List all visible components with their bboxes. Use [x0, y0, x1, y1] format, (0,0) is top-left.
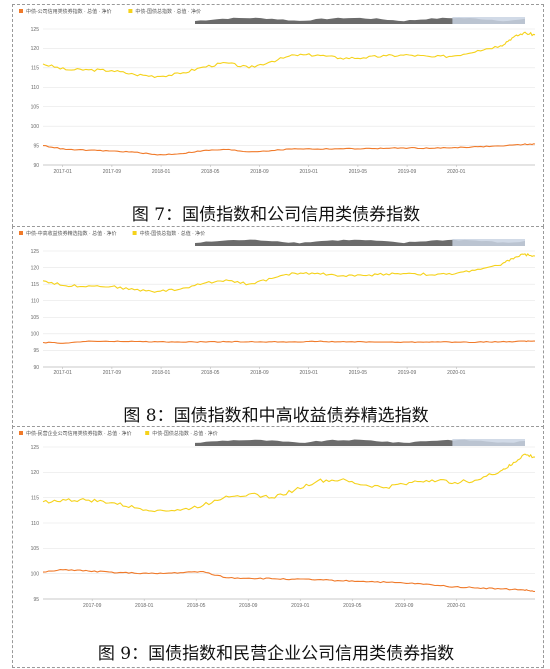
x-tick-label: 2020-01 [447, 169, 466, 175]
legend-swatch [128, 9, 133, 13]
legend-entry: 中债-国债总指数 · 总值 · 净价 [152, 430, 218, 437]
chart-1-svg: 中债-公司信用类债券指数 · 总值 · 净价 中债-国债总指数 · 总值 · 净价… [19, 8, 536, 175]
y-tick-label: 110 [31, 85, 39, 91]
y-tick-label: 90 [33, 365, 39, 371]
range-navigator[interactable] [195, 17, 525, 24]
y-tick-label: 105 [31, 546, 40, 552]
legend-swatch [145, 431, 150, 435]
y-tick-label: 105 [31, 105, 40, 111]
legend-swatch [19, 9, 23, 13]
x-tick-label: 2018-09 [239, 603, 258, 609]
series-line-yellow [42, 253, 536, 293]
x-tick-label: 2019-05 [349, 370, 368, 376]
y-tick-label: 100 [31, 332, 40, 338]
y-tick-label: 95 [33, 597, 39, 603]
y-tick-label: 115 [31, 66, 39, 72]
legend-entry: 中债-国债总指数 · 总值 · 净价 [135, 8, 201, 15]
legend: 中债-民营企业公司信用类债券指数 · 总值 · 净价 中债-国债总指数 · 总值 … [19, 430, 218, 437]
x-tick-label: 2019-09 [395, 603, 414, 609]
x-tick-label: 2018-01 [135, 603, 154, 609]
y-tick-label: 90 [33, 163, 39, 169]
x-tick-label: 2017-09 [103, 370, 122, 376]
range-navigator[interactable] [195, 239, 525, 246]
y-tick-label: 110 [31, 299, 39, 305]
x-tick-label: 2019-05 [343, 603, 362, 609]
x-tick-label: 2018-09 [250, 370, 269, 376]
x-tick-label: 2019-09 [398, 370, 417, 376]
chart-2-svg: 中债-中高收益债券精选指数 · 总值 · 净价 中债-国债总指数 · 总值 · 净… [19, 230, 536, 376]
y-tick-label: 120 [31, 46, 40, 52]
range-navigator[interactable] [195, 439, 525, 446]
chart-panel-2: 中债-中高收益债券精选指数 · 总值 · 净价 中债-国债总指数 · 总值 · 净… [12, 226, 544, 428]
x-tick-label: 2017-01 [54, 370, 73, 376]
navigator-window[interactable] [452, 17, 525, 24]
legend-entry: 中债-国债总指数 · 总值 · 净价 [140, 230, 206, 237]
navigator-window[interactable] [452, 439, 525, 446]
y-tick-label: 110 [31, 521, 39, 527]
x-tick-label: 2018-05 [201, 169, 220, 175]
x-tick-label: 2017-09 [103, 169, 122, 175]
legend-swatch [132, 231, 137, 235]
x-tick-label: 2019-09 [398, 169, 417, 175]
y-tick-label: 100 [31, 124, 40, 130]
x-tick-label: 2018-01 [152, 370, 171, 376]
x-axis: 2017-09 2018-01 2018-05 2018-09 2019-01 2019-… [83, 599, 466, 609]
x-tick-label: 2017-01 [54, 169, 73, 175]
y-tick-label: 125 [31, 27, 40, 33]
y-tick-label: 100 [31, 571, 40, 577]
series-line-orange [42, 143, 536, 156]
legend: 中债-中高收益债券精选指数 · 总值 · 净价 中债-国债总指数 · 总值 · 净… [19, 230, 205, 237]
legend-entry: 中债-中高收益债券精选指数 · 总值 · 净价 [26, 230, 117, 237]
chart-panel-3: 中债-民营企业公司信用类债券指数 · 总值 · 净价 中债-国债总指数 · 总值 … [12, 426, 544, 668]
legend: 中债-公司信用类债券指数 · 总值 · 净价 中债-国债总指数 · 总值 · 净价 [19, 8, 201, 15]
x-tick-label: 2018-05 [187, 603, 206, 609]
caption-figure-9: 图 9：国债指数和民营企业公司信用类债券指数 [97, 644, 455, 664]
x-tick-label: 2017-09 [83, 603, 102, 609]
x-tick-label: 2018-01 [152, 169, 171, 175]
legend-swatch [19, 231, 23, 235]
navigator-area [195, 17, 525, 24]
legend-swatch [19, 431, 23, 435]
y-tick-label: 125 [31, 249, 40, 255]
navigator-window[interactable] [452, 239, 525, 246]
y-tick-label: 115 [31, 495, 39, 501]
chart-panel-1: 中债-公司信用类债券指数 · 总值 · 净价 中债-国债总指数 · 总值 · 净价… [12, 4, 544, 232]
y-axis: 90 95 100 105 110 115 120 125 [31, 249, 535, 371]
navigator-area [195, 239, 525, 246]
x-tick-label: 2018-05 [201, 370, 220, 376]
x-tick-label: 2019-01 [291, 603, 310, 609]
y-tick-label: 95 [33, 143, 39, 149]
chart-3-svg: 中债-民营企业公司信用类债券指数 · 总值 · 净价 中债-国债总指数 · 总值 … [19, 430, 536, 609]
x-axis: 2017-01 2017-09 2018-01 2018-05 2018-09 2019-… [54, 367, 466, 376]
y-tick-label: 120 [31, 470, 40, 476]
series-line-yellow [42, 31, 536, 79]
legend-entry: 中债-民营企业公司信用类债券指数 · 总值 · 净价 [26, 430, 132, 437]
x-tick-label: 2019-01 [300, 370, 319, 376]
x-tick-label: 2019-01 [300, 169, 319, 175]
x-tick-label: 2019-05 [349, 169, 368, 175]
y-tick-label: 125 [31, 445, 40, 451]
x-tick-label: 2020-01 [447, 603, 466, 609]
caption-figure-7: 图 7：国债指数和公司信用类债券指数 [131, 205, 421, 225]
navigator-area [195, 439, 525, 446]
x-tick-label: 2020-01 [447, 370, 466, 376]
y-tick-label: 120 [31, 265, 40, 271]
series-line-orange [42, 340, 535, 344]
series-line-yellow [42, 453, 535, 513]
x-tick-label: 2018-09 [250, 169, 269, 175]
series-line-orange [42, 569, 536, 593]
y-tick-label: 105 [31, 315, 40, 321]
legend-entry: 中债-公司信用类债券指数 · 总值 · 净价 [26, 8, 112, 15]
y-tick-label: 95 [33, 348, 39, 354]
caption-figure-8: 图 8：国债指数和中高收益债券精选指数 [123, 406, 429, 426]
y-tick-label: 115 [31, 282, 39, 288]
x-axis: 2017-01 2017-09 2018-01 2018-05 2018-09 2019-… [54, 165, 466, 175]
